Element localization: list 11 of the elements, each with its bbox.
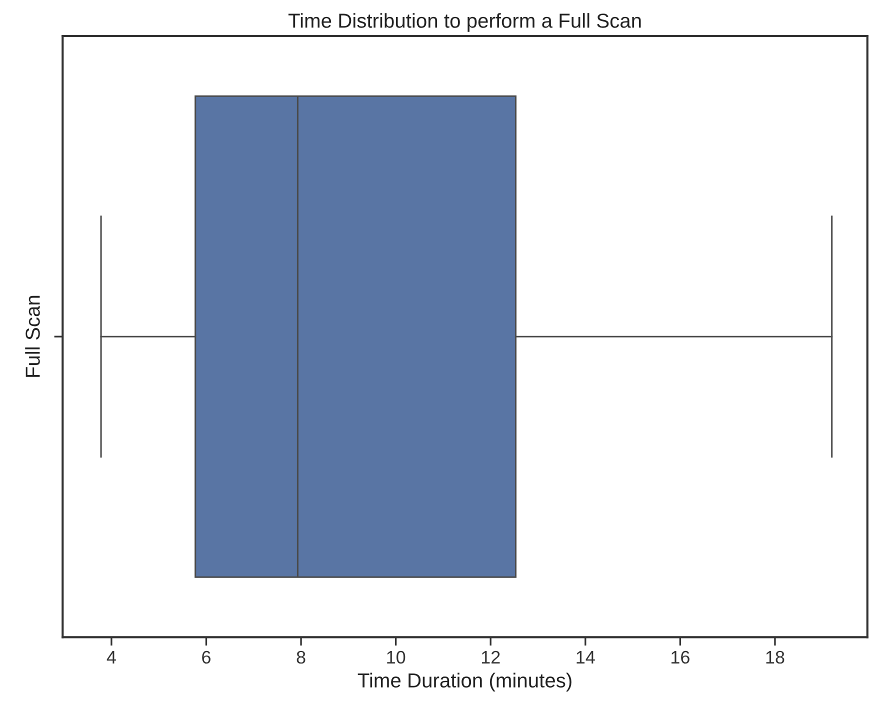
x-tick-label: 14	[576, 651, 595, 664]
y-axis-title: Full Scan	[25, 296, 40, 377]
x-tick-label: 4	[106, 651, 116, 664]
x-tick-label: 18	[766, 650, 784, 664]
x-tick-label: 8	[296, 650, 306, 664]
x-tick-label: 6	[202, 650, 210, 664]
x-axis-title: Time Duration (minutes)	[358, 672, 572, 692]
x-tick-label: 10	[387, 650, 406, 664]
x-tick-label: 12	[482, 650, 500, 664]
chart-title: Time Distribution to perform a Full Scan	[288, 13, 641, 32]
x-tick-label: 16	[672, 650, 690, 664]
